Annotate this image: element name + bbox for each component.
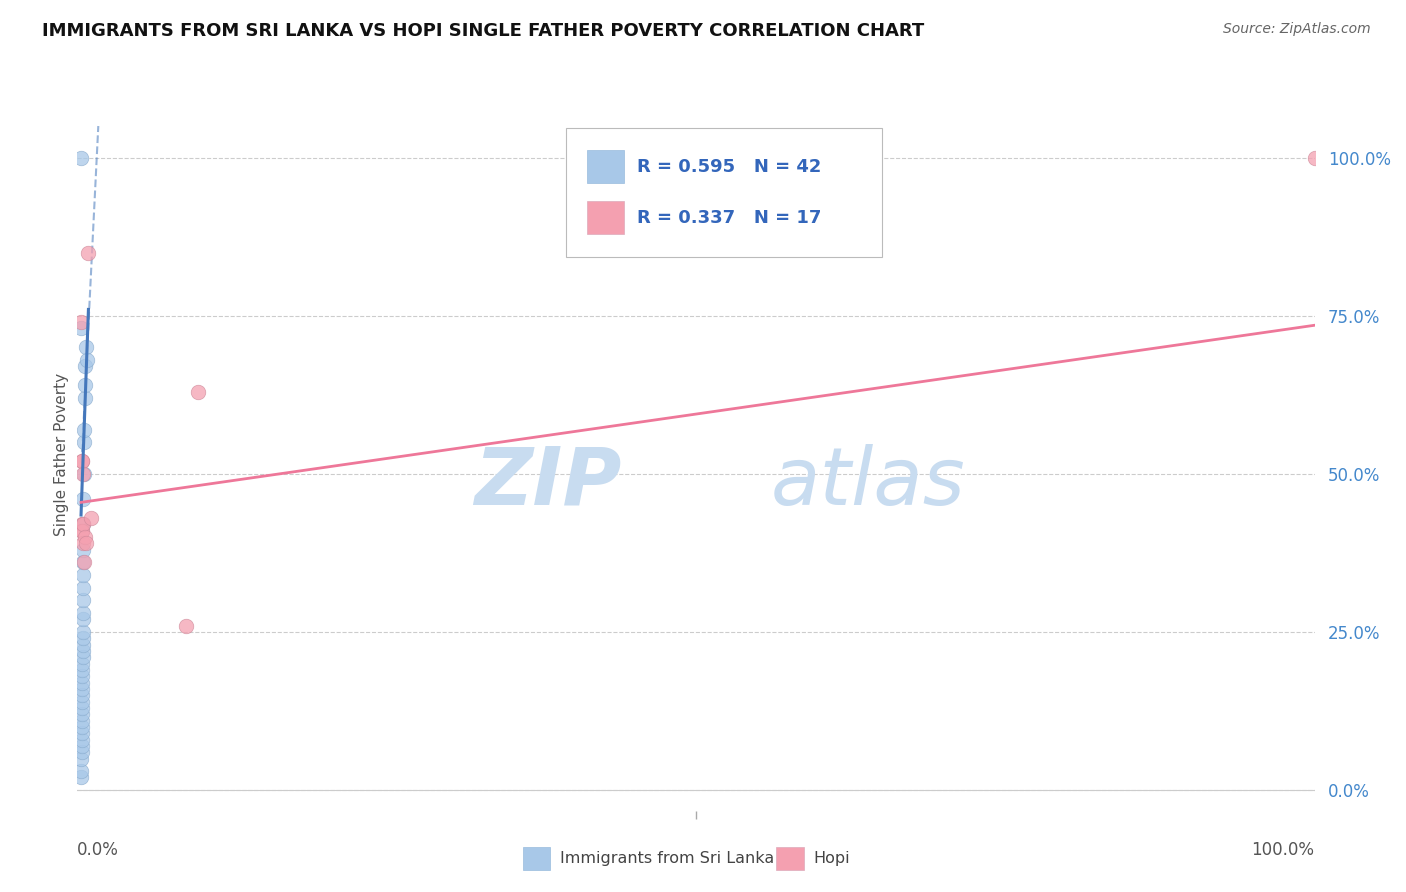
Point [70, 517, 93, 532]
Text: 0.0%: 0.0% [77, 841, 120, 859]
Point [72, 625, 94, 640]
Point [75, 536, 97, 550]
Point [72, 650, 94, 665]
Point [70, 764, 93, 779]
Point [72, 669, 94, 683]
Point [70, 720, 93, 734]
FancyBboxPatch shape [588, 201, 624, 235]
Point [72, 663, 94, 677]
Point [70, 454, 93, 468]
Point [70, 745, 93, 759]
Point [70, 732, 93, 747]
Point [72, 492, 94, 507]
Point [174, 618, 197, 632]
Point [70, 688, 93, 702]
Point [72, 593, 94, 607]
Point [70, 701, 93, 715]
FancyBboxPatch shape [523, 847, 550, 870]
Point [72, 632, 94, 646]
Text: ZIP: ZIP [474, 443, 621, 522]
Point [72, 536, 94, 550]
Point [70, 714, 93, 728]
Point [187, 384, 209, 399]
Point [70, 454, 93, 468]
Point [73, 467, 96, 481]
Point [77, 245, 100, 260]
FancyBboxPatch shape [567, 128, 882, 257]
Point [72, 517, 94, 532]
FancyBboxPatch shape [776, 847, 804, 870]
Point [72, 581, 94, 595]
Point [73, 378, 96, 392]
Point [70, 739, 93, 753]
Point [70, 151, 93, 165]
Point [70, 675, 93, 690]
Point [73, 391, 96, 405]
Text: Source: ZipAtlas.com: Source: ZipAtlas.com [1223, 22, 1371, 37]
Point [75, 340, 97, 354]
Point [72, 638, 94, 652]
Point [72, 517, 94, 532]
Text: 100.0%: 100.0% [1251, 841, 1315, 859]
Text: Hopi: Hopi [814, 851, 851, 866]
Point [70, 315, 93, 329]
Point [73, 423, 96, 437]
Point [70, 695, 93, 709]
Point [73, 530, 96, 544]
Point [70, 751, 93, 765]
Text: R = 0.337   N = 17: R = 0.337 N = 17 [637, 209, 821, 227]
Point [70, 726, 93, 740]
Point [72, 524, 94, 538]
Point [70, 707, 93, 722]
Point [72, 612, 94, 626]
Text: Immigrants from Sri Lanka: Immigrants from Sri Lanka [560, 851, 775, 866]
Point [72, 467, 94, 481]
Point [76, 353, 98, 368]
Point [1303, 151, 1326, 165]
Point [72, 644, 94, 658]
Point [72, 556, 94, 570]
Text: R = 0.595   N = 42: R = 0.595 N = 42 [637, 158, 821, 176]
Point [75, 359, 97, 374]
Point [70, 321, 93, 335]
Y-axis label: Single Father Poverty: Single Father Poverty [53, 374, 69, 536]
Point [70, 524, 93, 538]
Point [70, 771, 93, 785]
Point [80, 511, 103, 525]
FancyBboxPatch shape [588, 150, 624, 183]
Point [72, 606, 94, 620]
Point [70, 681, 93, 696]
Point [72, 542, 94, 557]
Point [73, 435, 96, 450]
Text: IMMIGRANTS FROM SRI LANKA VS HOPI SINGLE FATHER POVERTY CORRELATION CHART: IMMIGRANTS FROM SRI LANKA VS HOPI SINGLE… [42, 22, 924, 40]
Point [72, 657, 94, 671]
Point [72, 568, 94, 582]
Text: atlas: atlas [770, 443, 965, 522]
Point [73, 556, 96, 570]
